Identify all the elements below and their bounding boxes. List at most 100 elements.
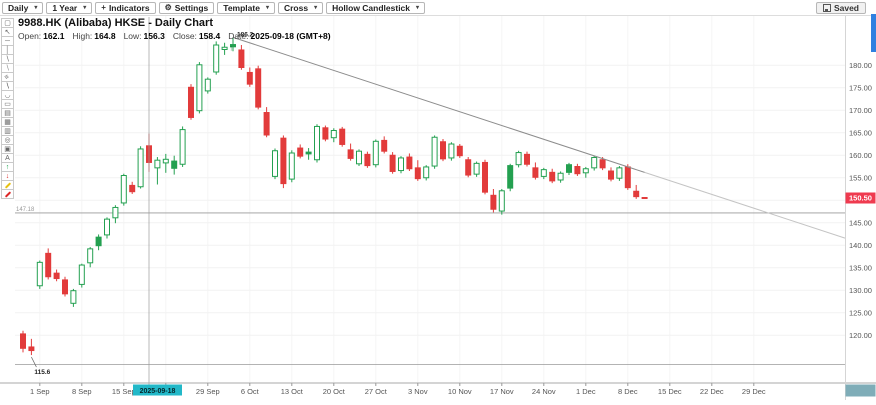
price-tick-label: 135.00 <box>849 263 872 272</box>
candle <box>549 168 556 184</box>
candle <box>532 162 539 180</box>
grid-tool-icon: ▦ <box>4 118 11 126</box>
candle <box>62 276 68 297</box>
date-tick-label: 8 Dec <box>618 387 638 396</box>
candle <box>288 150 295 183</box>
candle-dash <box>641 197 648 199</box>
date-tick-label: 29 Sep <box>196 387 220 396</box>
price-tick-label: 165.00 <box>849 128 872 137</box>
candle <box>414 160 421 181</box>
candle <box>297 144 304 159</box>
chevron-down-icon: ▾ <box>265 5 269 11</box>
brush-red-tool[interactable] <box>1 189 14 199</box>
candle <box>406 153 413 171</box>
candle-body <box>230 44 236 48</box>
candle <box>154 157 161 185</box>
arrow-down-tool-icon: ↓ <box>5 172 10 180</box>
button-label: Cross <box>283 2 309 13</box>
circle-tool-icon: ◎ <box>4 136 11 144</box>
chevron-down-icon: ▾ <box>314 5 318 11</box>
price-tick-label: 120.00 <box>849 331 872 340</box>
candle <box>272 148 278 180</box>
chevron-down-icon: ▾ <box>83 5 87 11</box>
candle-body <box>591 157 598 169</box>
candle-body <box>498 190 505 212</box>
candle <box>473 161 480 177</box>
candle <box>221 42 228 55</box>
settings-button[interactable]: ⚙ Settings <box>158 1 215 14</box>
candle <box>120 173 127 206</box>
candle-body <box>381 139 388 152</box>
candle-body <box>633 190 640 198</box>
crosshair-date-tag <box>133 384 182 396</box>
saved-label: Saved <box>833 2 859 13</box>
price-tick-label: 155.00 <box>849 173 872 182</box>
candle <box>624 164 631 190</box>
indicators-button[interactable]: + Indicators <box>95 1 156 14</box>
vertical-line-tool-icon: │ <box>5 46 10 54</box>
date-tick-label: 20 Oct <box>323 387 346 396</box>
button-label: Indicators <box>108 2 150 13</box>
range-select[interactable]: 1 Year ▾ <box>46 1 93 14</box>
date-tick-label: 8 Sep <box>72 387 92 396</box>
date-tick-label: 10 Nov <box>448 387 472 396</box>
candle-body <box>448 143 455 159</box>
candle <box>53 269 60 282</box>
price-tick-label: 160.00 <box>849 151 872 160</box>
candle-body <box>557 172 564 181</box>
cursor-mode-select[interactable]: Cross ▾ <box>277 1 324 14</box>
candle <box>45 248 52 280</box>
candle-body <box>255 68 262 108</box>
candle-body <box>414 167 421 180</box>
brush-yellow-tool-icon <box>4 181 11 189</box>
candle-body <box>104 218 110 236</box>
date-tick-label: 15 Dec <box>658 387 682 396</box>
candle-body <box>120 175 127 204</box>
candle-body <box>599 159 606 169</box>
candle <box>87 247 94 268</box>
horizontal-line-label: 147.18 <box>16 207 35 213</box>
candle <box>616 166 623 181</box>
candle-body <box>574 166 581 175</box>
candle <box>557 171 564 183</box>
candle <box>230 37 236 52</box>
candle-body <box>372 140 379 166</box>
candle-body <box>62 279 68 295</box>
candle-body <box>129 184 136 193</box>
candle-body <box>549 171 556 182</box>
saved-button[interactable]: Saved <box>815 1 866 14</box>
candle-body <box>305 151 312 155</box>
candle-body <box>179 129 186 165</box>
candle-body <box>188 86 194 118</box>
chart-area: 147.18 180.00 175.00 170.00 165.00 160.00 155.… <box>0 14 876 405</box>
button-label: 1 Year <box>52 2 78 13</box>
scrollbar-thumb[interactable] <box>871 14 876 52</box>
candle <box>381 136 388 154</box>
price-tick-label: 130.00 <box>849 286 872 295</box>
candle-body <box>364 153 371 167</box>
candle <box>78 263 85 288</box>
candle-body <box>221 46 228 50</box>
price-axis[interactable]: 180.00 175.00 170.00 165.00 160.00 155.00 145.… <box>849 61 872 340</box>
trendline[interactable] <box>232 36 645 173</box>
horizontal-line-tool-icon: ─ <box>5 37 10 45</box>
price-tick-label: 125.00 <box>849 308 872 317</box>
chart-type-select[interactable]: Hollow Candlestick ▾ <box>326 1 426 14</box>
candle <box>440 139 446 162</box>
date-tick-label: 1 Dec <box>576 387 596 396</box>
date-tick-label: 1 Sep <box>30 387 50 396</box>
template-select[interactable]: Template ▾ <box>217 1 275 14</box>
candle <box>322 125 329 142</box>
candle-body <box>330 130 337 139</box>
interval-select[interactable]: Daily ▾ <box>2 1 44 14</box>
candle <box>196 62 203 114</box>
grid <box>15 16 845 383</box>
candle <box>356 149 362 167</box>
candle-body <box>347 149 354 159</box>
candle <box>633 184 640 199</box>
candles <box>20 37 648 356</box>
candle-body <box>398 157 404 172</box>
candle-body <box>431 136 438 167</box>
candle-body <box>582 168 589 174</box>
